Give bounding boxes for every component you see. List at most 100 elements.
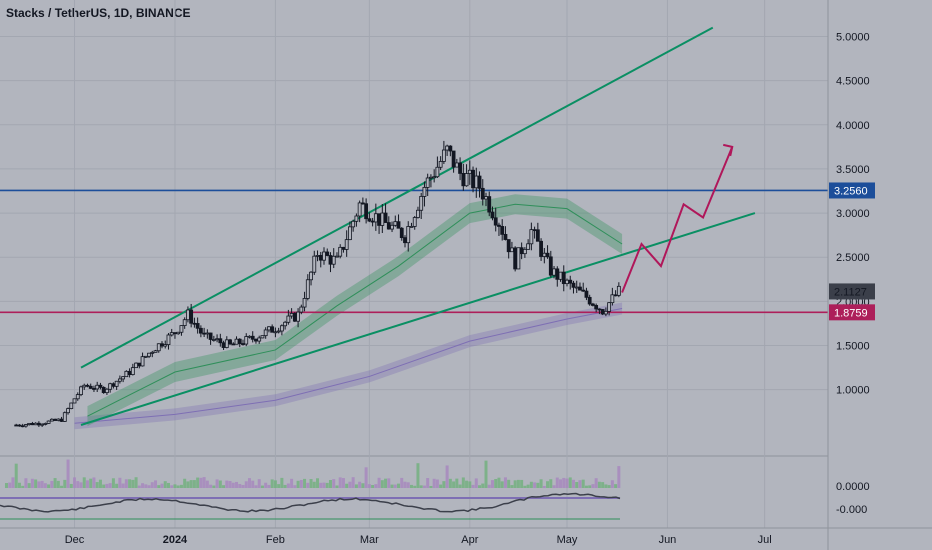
volume-bar: [290, 478, 294, 488]
candle-body: [510, 247, 514, 253]
volume-bar: [157, 485, 161, 488]
volume-bar: [63, 479, 67, 488]
candle-body: [283, 321, 288, 327]
candle-body: [545, 252, 550, 258]
volume-bar: [270, 479, 274, 488]
volume-bar: [445, 465, 449, 488]
candle-body: [364, 203, 369, 220]
candle-body: [33, 422, 38, 426]
volume-bar: [108, 483, 112, 488]
volume-bar: [115, 483, 119, 488]
volume-bar: [478, 485, 482, 488]
candle-body: [542, 252, 547, 257]
volume-bar: [222, 485, 226, 488]
volume-bar: [539, 479, 543, 488]
candle-body: [166, 334, 171, 346]
volume-panel: [0, 459, 621, 520]
candle-body: [153, 350, 158, 353]
candle-body: [257, 337, 262, 342]
candle-body: [17, 424, 22, 427]
candle-body: [312, 255, 317, 273]
candle-body: [610, 294, 615, 304]
volume-bar: [575, 481, 579, 488]
candle-body: [603, 310, 608, 315]
volume-bar: [571, 479, 575, 488]
volume-bar: [497, 477, 501, 488]
horizontal-levels: [0, 189, 828, 314]
candle-body: [535, 229, 540, 242]
candle-body: [134, 362, 138, 369]
volume-bar: [89, 478, 93, 488]
volume-bar: [559, 479, 563, 488]
price-tick-label: 1.5000: [836, 341, 870, 353]
time-tick-label: 2024: [163, 534, 188, 546]
candle-body: [458, 162, 462, 174]
candle-body: [552, 268, 556, 276]
volume-bar: [238, 483, 242, 488]
candle-body: [594, 305, 599, 310]
volume-bar: [607, 485, 611, 488]
resistance-price-tag: [829, 182, 875, 199]
volume-bar: [536, 482, 540, 488]
volume-bar: [487, 484, 491, 488]
candle-body: [403, 237, 407, 244]
volume-bar: [283, 484, 287, 488]
volume-bar: [471, 484, 475, 488]
candle-body: [250, 335, 255, 340]
chart-grid: [0, 0, 828, 528]
volume-bar: [8, 482, 12, 488]
candle-body: [341, 246, 346, 250]
price-tick-label: 3.0000: [836, 208, 870, 220]
candle-body: [584, 290, 589, 298]
candle-body: [156, 343, 161, 352]
candle-body: [53, 418, 57, 421]
volume-bar: [319, 482, 323, 488]
volume-bar: [303, 478, 307, 488]
volume-bar: [523, 485, 527, 488]
candle-body: [66, 408, 70, 414]
candle-body: [529, 229, 534, 245]
volume-bar: [247, 478, 251, 488]
volume-bar: [166, 482, 170, 488]
volume-bar: [358, 481, 362, 488]
volume-bar: [529, 481, 533, 488]
volume-bar: [179, 484, 183, 488]
candle-body: [221, 342, 226, 348]
volume-bar: [500, 481, 504, 488]
volume-bar: [309, 479, 313, 488]
volume-bar: [170, 485, 174, 488]
candle-body: [354, 215, 359, 222]
candle-body: [24, 424, 28, 427]
candle-body: [422, 187, 427, 197]
candle-body: [578, 286, 582, 291]
candle-body: [328, 255, 333, 265]
volume-bar: [66, 459, 70, 488]
ma-band: [87, 194, 623, 427]
volume-bar: [520, 479, 524, 488]
candle-body: [43, 423, 48, 425]
candle-body: [305, 279, 310, 299]
time-axis: Dec 2024 Feb Mar Apr May Jun Jul: [0, 527, 932, 546]
candle-body: [82, 384, 87, 388]
volume-bar: [416, 463, 420, 488]
volume-bar: [516, 479, 520, 488]
candle-body: [522, 248, 527, 255]
volume-bar: [338, 477, 342, 488]
volume-bar: [601, 482, 605, 488]
volume-bar: [542, 485, 546, 488]
candlesticks: [14, 140, 621, 428]
volume-bar: [312, 481, 316, 488]
candle-body: [370, 220, 375, 223]
candle-body: [377, 213, 381, 226]
volume-bar: [212, 485, 216, 488]
candle-body: [506, 239, 511, 253]
projection-line: [621, 146, 734, 293]
volume-bar: [82, 477, 86, 488]
trendline-upper: [80, 26, 714, 369]
candle-body: [237, 338, 242, 344]
volume-bar: [409, 484, 413, 488]
volume-bar: [465, 480, 469, 488]
moving-average-bands: [74, 194, 623, 430]
candle-body: [597, 308, 602, 311]
